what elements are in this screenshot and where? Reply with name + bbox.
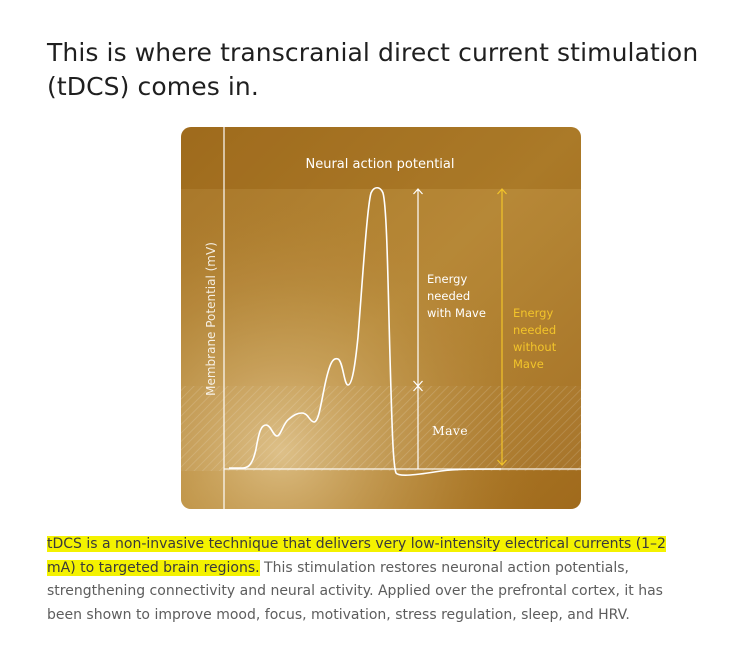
description-paragraph: tDCS is a non-invasive technique that de… <box>47 533 697 627</box>
energy-with-mave-label: Energy needed with Mave <box>427 272 486 320</box>
mave-logo: Mave <box>432 423 468 438</box>
title-band <box>181 127 581 189</box>
paragraph-rest: This stimulation restores neuronal actio… <box>47 559 663 623</box>
y-axis-label: Membrane Potential (mV) <box>204 242 218 396</box>
headline: This is where transcranial direct curren… <box>47 38 699 101</box>
energy-without-mave-label: Energy needed without Mave <box>513 306 560 371</box>
energy-with-mave-arrow <box>413 188 423 469</box>
action-potential-curve <box>229 186 502 476</box>
action-potential-diagram: Neural action potential Membrane Potenti… <box>181 127 581 509</box>
diagram-title: Neural action potential <box>306 157 455 172</box>
upper-band <box>181 189 581 386</box>
mave-zone <box>181 386 581 471</box>
energy-without-mave-arrow <box>497 188 507 466</box>
mave-zone-tint <box>181 386 581 471</box>
